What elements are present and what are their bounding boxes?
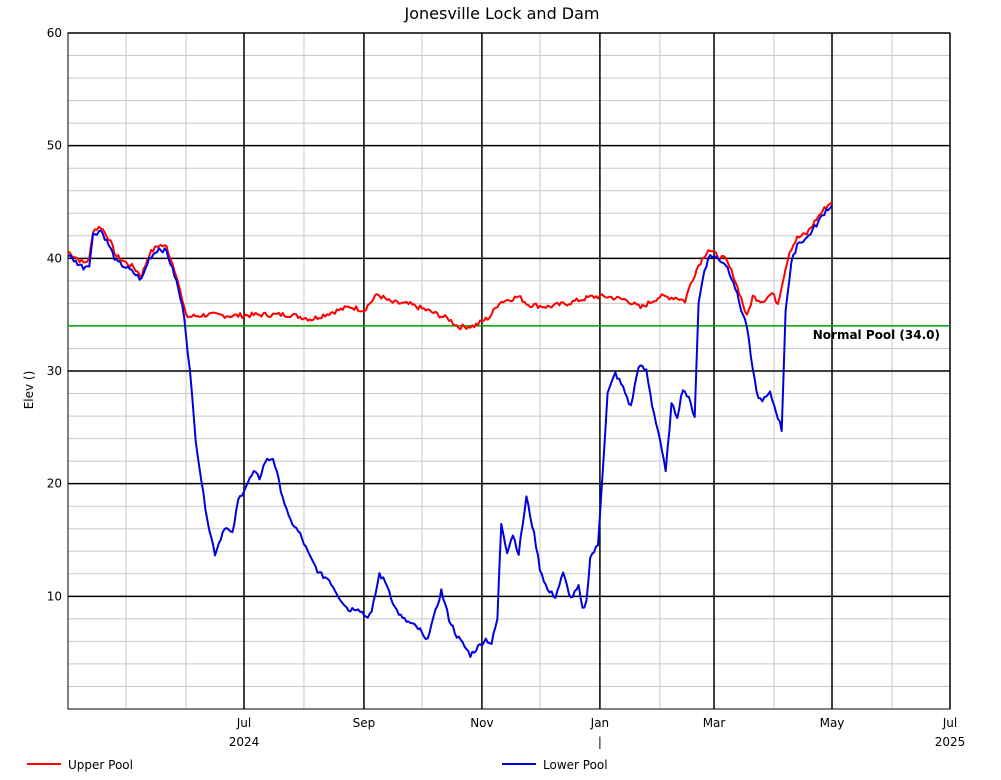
x-tick-label: Nov	[470, 716, 493, 730]
y-tick-label: 60	[47, 26, 62, 40]
y-tick-label: 10	[47, 589, 62, 603]
x-tick-label: Jan	[590, 716, 610, 730]
x-tick-label: May	[820, 716, 845, 730]
y-tick-label: 30	[47, 364, 62, 378]
lower-pool-line	[67, 204, 833, 658]
x-tick-sublabel: 2024	[229, 735, 260, 749]
x-axis-ticks: Jul 2024 Sep Nov Jan | Mar May Jul 2025	[229, 716, 966, 749]
x-tick-sublabel: |	[598, 735, 602, 749]
major-gridlines	[68, 32, 951, 709]
plot-frame	[67, 32, 951, 710]
legend: Upper Pool Lower Pool	[27, 758, 608, 772]
y-tick-label: 40	[47, 251, 62, 265]
reference-line-group: Normal Pool (34.0)	[68, 325, 950, 342]
legend-label: Lower Pool	[543, 758, 608, 772]
y-tick-label: 20	[47, 477, 62, 491]
series-lines	[67, 201, 833, 658]
upper-pool-line	[67, 201, 833, 331]
x-tick-sublabel: 2025	[935, 735, 966, 749]
y-axis-label: Elev ()	[22, 371, 36, 410]
y-tick-label: 50	[47, 139, 62, 153]
legend-label: Upper Pool	[68, 758, 133, 772]
y-axis-ticks: 10 20 30 40 50 60	[47, 26, 62, 603]
x-tick-label: Sep	[353, 716, 376, 730]
x-tick-label: Jul	[236, 716, 251, 730]
normal-pool-label: Normal Pool (34.0)	[813, 328, 940, 342]
x-tick-label: Mar	[703, 716, 726, 730]
chart-title: Jonesville Lock and Dam	[403, 4, 599, 23]
x-tick-label: Jul	[942, 716, 957, 730]
